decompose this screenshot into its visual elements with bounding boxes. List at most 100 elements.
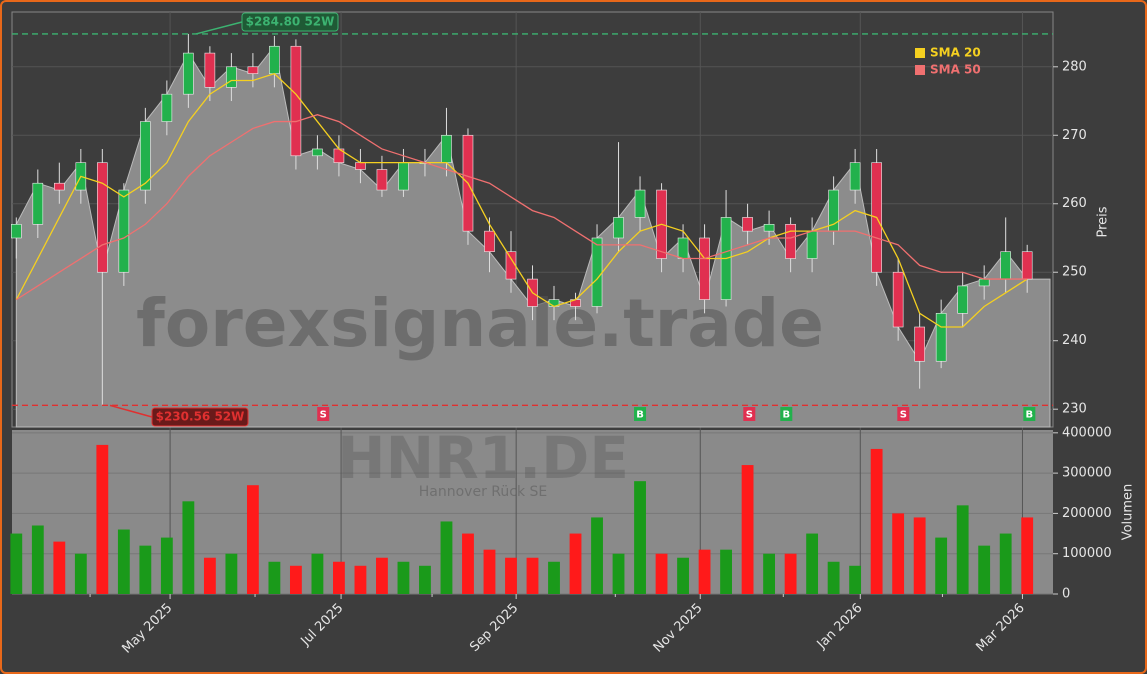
y-tick-label: 280 <box>1062 59 1087 74</box>
candle-body <box>613 217 624 239</box>
x-tick-label: May 2025 <box>119 601 175 657</box>
volume-tick-label: 0 <box>1062 587 1070 602</box>
volume-bar <box>505 557 517 594</box>
x-tick-label: Nov 2025 <box>651 601 706 656</box>
candle-body <box>892 271 904 328</box>
y-tick-label: 250 <box>1062 265 1087 280</box>
volume-bar <box>548 561 560 594</box>
candle-body <box>247 66 259 74</box>
watermark-company: Hannover Rück SE <box>419 484 547 500</box>
signal-marker <box>743 407 756 421</box>
candle-body <box>763 223 775 232</box>
volume-bar <box>892 513 905 594</box>
candle-body <box>204 52 216 88</box>
volume-bar <box>763 553 776 594</box>
candle-body <box>484 230 495 252</box>
x-tick-label: Sep 2025 <box>467 601 521 655</box>
candle-body <box>935 313 947 362</box>
signal-label: B <box>636 410 644 421</box>
volume-bar <box>376 557 388 594</box>
signal-label: S <box>900 410 907 421</box>
volume-bar <box>978 545 991 594</box>
volume-tick-label: 100000 <box>1062 546 1112 561</box>
volume-bar <box>117 529 130 594</box>
volume-bar <box>31 525 44 594</box>
sma-line <box>15 114 1028 301</box>
high_52w-label: $284.80 52W <box>246 15 335 29</box>
volume-bar <box>569 533 582 594</box>
high_52w-arrow <box>195 21 243 35</box>
candle-body <box>161 93 173 122</box>
volume-bar <box>827 561 840 594</box>
candle-body <box>376 169 388 191</box>
candle-body <box>957 285 968 314</box>
x-tick-label: Mar 2026 <box>973 601 1027 655</box>
high_52w-label-box <box>241 12 339 32</box>
candle-body <box>269 45 280 74</box>
signal-marker <box>634 407 647 421</box>
x-tick-label: Jan 2026 <box>814 601 866 653</box>
volume-bar <box>10 533 23 594</box>
volume-bar <box>935 537 948 594</box>
volume-bar <box>311 553 324 594</box>
volume-tick-label: 300000 <box>1062 466 1112 481</box>
legend-swatch <box>915 48 925 58</box>
candle-body <box>312 148 323 157</box>
candle-body <box>978 278 990 287</box>
x-tick-label: Jul 2025 <box>298 601 347 650</box>
candle-body <box>11 223 22 239</box>
candle-body <box>849 162 861 191</box>
candle-body <box>806 230 818 259</box>
candle-body <box>1000 251 1011 280</box>
volume-bar <box>53 541 66 594</box>
volume-bar <box>225 553 238 594</box>
candle-body <box>398 162 409 191</box>
candle-body <box>355 162 366 170</box>
volume-bar <box>96 444 109 594</box>
y-tick-label: 230 <box>1062 402 1087 417</box>
low_52w-arrow <box>109 404 153 418</box>
candle-body <box>183 52 194 95</box>
signal-marker <box>897 407 910 421</box>
volume-bar <box>246 485 259 594</box>
candle-body <box>591 237 603 307</box>
volume-bar <box>634 481 646 594</box>
volume-bar <box>591 517 603 594</box>
volume-bar <box>419 565 431 594</box>
signal-marker <box>317 407 330 421</box>
volume-bar <box>913 517 926 594</box>
candle-body <box>505 251 517 280</box>
candle-body <box>54 182 65 191</box>
low_52w-label-box <box>151 407 249 427</box>
volume-bar <box>526 557 539 594</box>
volume-bar <box>354 565 367 594</box>
volume-bar <box>870 448 883 594</box>
candle-body <box>118 189 130 273</box>
volume-bar <box>333 561 345 594</box>
volume-bar <box>612 553 625 594</box>
candle-body <box>97 162 108 273</box>
candle-body <box>32 182 44 225</box>
signal-label: S <box>320 410 327 421</box>
volume-bar <box>74 553 87 594</box>
candle-body <box>226 66 237 88</box>
volume-bar <box>160 537 173 594</box>
sma-line <box>15 72 1028 328</box>
volume-bar <box>397 561 410 594</box>
candle-body <box>1021 251 1033 280</box>
candle-body <box>699 237 710 300</box>
candle-body <box>914 326 925 362</box>
watermark-symbol: HNR1.DE <box>337 424 629 492</box>
legend-label: SMA 20 <box>930 46 981 60</box>
volume-bar <box>720 549 732 594</box>
candle-body <box>634 189 646 218</box>
y-tick-label: 270 <box>1062 128 1087 143</box>
volume-bar <box>139 545 152 594</box>
volume-bar <box>182 501 195 594</box>
candle-body <box>785 223 796 259</box>
volume-bar <box>956 505 969 594</box>
signal-label: S <box>746 410 753 421</box>
volume-axis-label: Volumen <box>1121 484 1136 541</box>
